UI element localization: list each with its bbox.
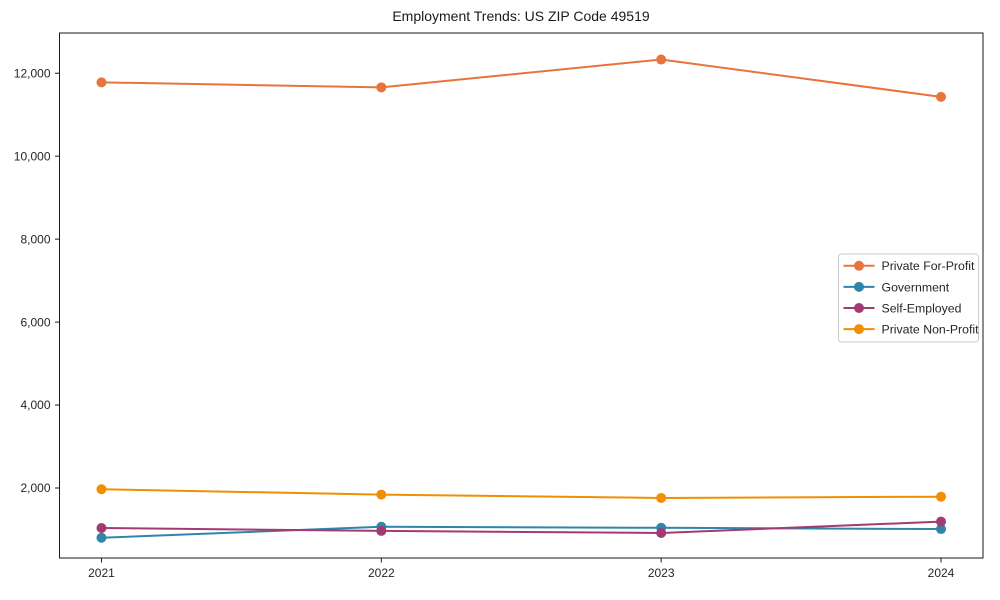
data-point-self-employed-2024 (936, 516, 947, 527)
legend-box (838, 253, 979, 343)
data-point-self-employed-2021 (96, 523, 107, 534)
y-tick-label: 4,000 (20, 398, 50, 412)
x-tick-label: 2024 (928, 566, 955, 580)
legend-label: Government (882, 280, 950, 294)
data-point-private-non-profit-2023 (656, 492, 667, 503)
series-line-government (100, 525, 943, 539)
legend-label: Private Non-Profit (882, 323, 980, 337)
data-point-private-non-profit-2022 (376, 489, 387, 500)
data-point-private-for-profit-2022 (376, 82, 387, 93)
x-tick-label: 2022 (368, 566, 395, 580)
plot-frame (59, 32, 984, 559)
legend-marker-icon (854, 324, 864, 335)
x-tick-label: 2021 (88, 566, 115, 580)
data-point-private-non-profit-2024 (936, 491, 947, 502)
data-point-private-for-profit-2023 (656, 54, 667, 65)
data-point-self-employed-2023 (656, 527, 667, 538)
legend-marker-icon (854, 281, 864, 292)
y-tick-label: 8,000 (20, 232, 50, 246)
legend-item-private-for-profit: Private For-Profit (843, 259, 976, 273)
legend-marker-icon (854, 260, 864, 271)
data-point-private-for-profit-2021 (96, 77, 107, 88)
data-point-private-for-profit-2024 (936, 91, 947, 102)
chart-title: Employment Trends: US ZIP Code 49519 (392, 8, 650, 24)
data-point-government-2024 (936, 524, 947, 535)
y-tick-label: 12,000 (14, 66, 51, 80)
series-line-private-non-profit (100, 488, 943, 499)
legend-marker-icon (854, 303, 864, 313)
legend: Private For-Profit Government Self-Employe… (838, 253, 980, 343)
legend-label: Private For-Profit (882, 259, 976, 273)
legend-label: Self-Employed (882, 301, 962, 315)
data-point-self-employed-2022 (376, 525, 387, 536)
series-line-self-employed (100, 520, 943, 534)
y-tick-label: 2,000 (20, 481, 50, 495)
x-tick-label: 2023 (648, 566, 675, 580)
y-tick-label: 10,000 (14, 149, 51, 163)
data-point-government-2021 (96, 532, 107, 543)
legend-item-private-non-profit: Private Non-Profit (843, 323, 980, 337)
data-point-private-non-profit-2021 (96, 484, 107, 495)
legend-item-self-employed: Self-Employed (843, 301, 962, 315)
series-line-private-for-profit (100, 58, 943, 98)
y-tick-label: 6,000 (20, 315, 50, 329)
legend-item-government: Government (843, 280, 950, 294)
